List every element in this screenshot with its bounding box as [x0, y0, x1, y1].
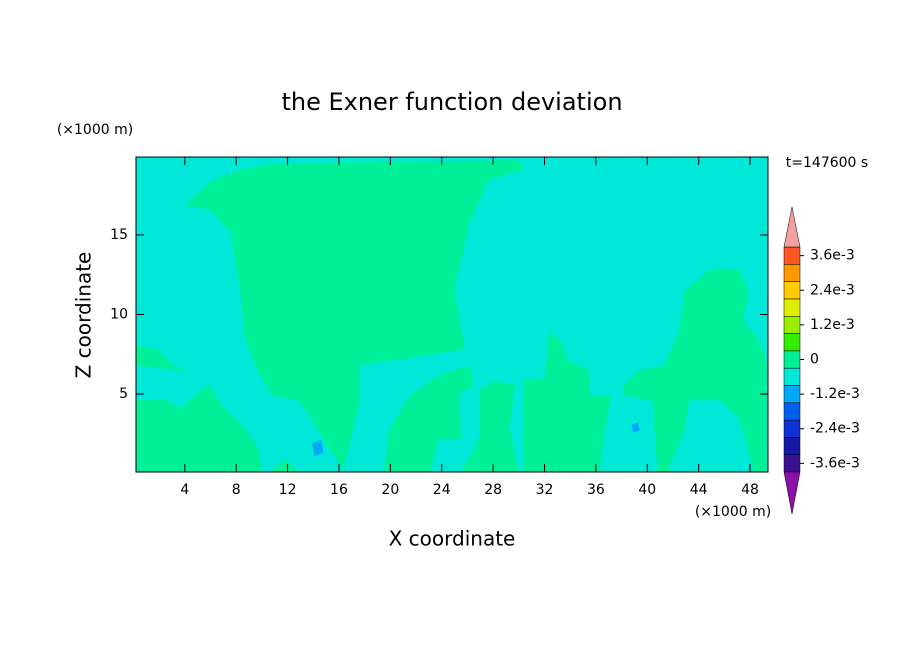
colorbar-box — [783, 350, 801, 369]
colorbar-under — [783, 471, 801, 515]
colorbar-tick-label: -1.2e-3 — [810, 386, 860, 402]
contour-region — [184, 160, 524, 471]
colorbar-over — [783, 206, 801, 248]
y-unit: (×1000 m) — [57, 122, 133, 138]
colorbar-box — [783, 385, 801, 404]
x-tick-label: 32 — [536, 482, 554, 498]
colorbar-box — [783, 246, 801, 265]
x-tick-label: 36 — [587, 482, 605, 498]
time-label: t=147600 s — [786, 155, 868, 171]
colorbar-box — [783, 454, 801, 473]
x-tick-label: 24 — [433, 482, 451, 498]
colorbar-box — [783, 315, 801, 334]
colorbar-tick-label: -3.6e-3 — [810, 455, 860, 471]
x-tick-label: 28 — [484, 482, 502, 498]
contour-region — [311, 440, 324, 457]
x-tick-label: 16 — [330, 482, 348, 498]
colorbar-box — [783, 298, 801, 317]
colorbar-tick-label: 2.4e-3 — [810, 282, 855, 298]
x-tick-label: 4 — [180, 482, 189, 498]
contour-region — [269, 459, 300, 472]
x-tick-label: 40 — [638, 482, 656, 498]
contour-region — [136, 344, 189, 372]
x-tick-label: 20 — [381, 482, 399, 498]
colorbar-box — [783, 367, 801, 386]
contour-region — [460, 381, 519, 472]
contour-region — [624, 269, 767, 472]
colorbar-box — [783, 333, 801, 352]
chart-title: the Exner function deviation — [281, 88, 622, 116]
x-tick-label: 44 — [690, 482, 708, 498]
contour-region — [383, 365, 474, 472]
colorbar-box — [783, 264, 801, 282]
colorbar-box — [783, 402, 801, 421]
y-tick-label: 15 — [110, 227, 128, 243]
colorbar-box — [783, 281, 801, 300]
x-axis-label: X coordinate — [389, 527, 516, 551]
colorbar-box — [783, 419, 801, 438]
x-unit: (×1000 m) — [695, 504, 771, 520]
contour-region — [631, 422, 640, 433]
contour-region — [523, 330, 612, 472]
x-tick-label: 12 — [279, 482, 297, 498]
colorbar-tick-label: -2.4e-3 — [810, 421, 860, 437]
x-tick-label: 8 — [232, 482, 241, 498]
contour-region — [136, 384, 262, 472]
y-tick-label: 5 — [119, 386, 128, 402]
x-tick-label: 48 — [741, 482, 759, 498]
colorbar-tick-label: 0 — [810, 352, 819, 368]
y-axis-label: Z coordinate — [72, 252, 96, 379]
colorbar-tick-label: 3.6e-3 — [810, 248, 855, 264]
colorbar-box — [783, 437, 801, 455]
colorbar-tick-label: 1.2e-3 — [810, 317, 855, 333]
y-tick-label: 10 — [110, 307, 128, 323]
